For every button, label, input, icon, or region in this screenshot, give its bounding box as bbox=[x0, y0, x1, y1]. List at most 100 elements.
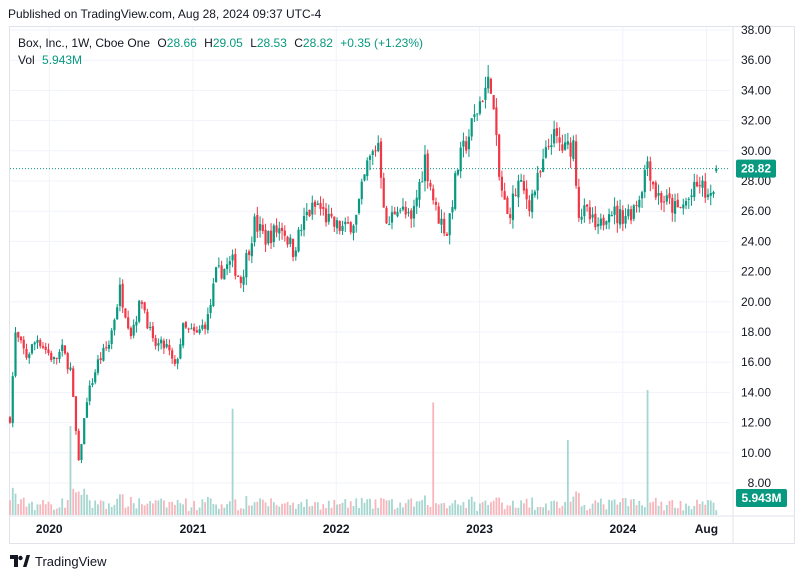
volume-bar bbox=[64, 507, 66, 515]
legend-vol-label: Vol bbox=[18, 53, 35, 67]
candle bbox=[234, 248, 237, 280]
candle-body bbox=[531, 193, 534, 213]
candle-body bbox=[198, 329, 201, 334]
volume-bar bbox=[462, 501, 465, 515]
candle-body bbox=[201, 325, 204, 329]
volume-bar bbox=[138, 498, 141, 515]
candle bbox=[253, 213, 256, 247]
volume-bar bbox=[613, 499, 616, 515]
candle bbox=[96, 354, 100, 376]
volume-bar bbox=[539, 506, 542, 515]
candle bbox=[544, 140, 547, 159]
candle bbox=[242, 269, 245, 292]
candle-body bbox=[149, 327, 152, 329]
candle bbox=[484, 76, 487, 109]
candle-body bbox=[709, 192, 712, 196]
volume-bar bbox=[440, 503, 443, 515]
candle bbox=[341, 220, 344, 235]
candle-body bbox=[509, 214, 512, 219]
volume-bar bbox=[149, 500, 152, 515]
candle-body bbox=[643, 169, 646, 193]
candle bbox=[487, 64, 490, 94]
volume-bar bbox=[643, 507, 646, 515]
candle bbox=[690, 188, 693, 206]
candle-body bbox=[223, 268, 226, 280]
volume-bar bbox=[305, 499, 308, 515]
candle-body bbox=[25, 348, 28, 358]
candle bbox=[80, 443, 83, 464]
volume-bar bbox=[371, 508, 374, 515]
candle bbox=[715, 165, 718, 173]
candle bbox=[25, 343, 28, 360]
candle-body bbox=[580, 216, 583, 220]
volume-bar bbox=[53, 509, 55, 515]
volume-bar bbox=[591, 503, 594, 515]
candle-body bbox=[316, 203, 319, 205]
volume-bar bbox=[31, 501, 33, 515]
price-axis[interactable]: 8.00 10.00 12.00 14.00 16.00 18.00 20.00 22.00 2… bbox=[732, 23, 771, 544]
candle bbox=[151, 321, 155, 342]
volume-bar bbox=[352, 506, 355, 515]
candle bbox=[225, 257, 229, 276]
y-tick-label: 22.00 bbox=[741, 265, 771, 279]
candle bbox=[66, 351, 69, 374]
volume-bar bbox=[465, 507, 468, 515]
candle-body bbox=[129, 327, 133, 337]
candle bbox=[421, 171, 424, 183]
candle-body bbox=[412, 206, 416, 219]
footer-brand: TradingView bbox=[35, 553, 107, 569]
candle bbox=[160, 336, 163, 350]
time-axis[interactable]: 2020 2021 2022 2023 2024 Aug bbox=[10, 515, 795, 536]
candle bbox=[14, 327, 17, 378]
candle-body bbox=[616, 205, 619, 224]
candle bbox=[206, 307, 209, 334]
candle bbox=[44, 342, 47, 354]
candle-body bbox=[682, 204, 685, 209]
legend-symbol[interactable]: Box, Inc., 1W, Cboe One bbox=[18, 36, 151, 50]
candle-body bbox=[242, 276, 245, 285]
tradingview-footer[interactable]: TradingView bbox=[10, 552, 107, 570]
y-tick-label: 38.00 bbox=[741, 23, 771, 37]
volume-bar bbox=[75, 492, 77, 515]
candle-body bbox=[693, 182, 696, 198]
volume-bar bbox=[424, 495, 426, 515]
volume-bar bbox=[344, 499, 347, 515]
chart-frame[interactable] bbox=[9, 26, 795, 544]
candle-body bbox=[566, 141, 569, 145]
candle bbox=[217, 257, 220, 269]
x-tick-label: 2024 bbox=[609, 522, 636, 536]
candle bbox=[275, 218, 278, 238]
volume-bar bbox=[173, 504, 176, 515]
candle bbox=[77, 428, 80, 462]
legend-high-label: H bbox=[204, 36, 213, 50]
volume-bar bbox=[152, 503, 154, 515]
candle bbox=[39, 338, 42, 349]
volume-bar bbox=[283, 503, 286, 515]
volume-bar bbox=[83, 488, 86, 515]
candle-body bbox=[575, 141, 578, 186]
candle-body bbox=[209, 304, 212, 313]
candle bbox=[572, 135, 575, 162]
candle bbox=[22, 336, 25, 355]
volume-bar bbox=[102, 501, 105, 515]
volume-bar bbox=[525, 498, 528, 515]
candle bbox=[693, 173, 696, 202]
candle bbox=[231, 249, 234, 268]
volume-bar bbox=[533, 510, 536, 515]
candle bbox=[11, 371, 14, 428]
candle-body bbox=[536, 172, 539, 191]
candle bbox=[607, 208, 611, 230]
candle-body bbox=[462, 140, 465, 147]
volume-bar bbox=[580, 506, 583, 515]
candle bbox=[605, 220, 608, 230]
volume-bar bbox=[391, 499, 393, 515]
volume-bar bbox=[77, 491, 80, 515]
candle bbox=[434, 197, 438, 211]
volume-bar bbox=[561, 505, 564, 515]
price-badge-background bbox=[736, 159, 776, 178]
volume-badge-label: 5.943M bbox=[741, 491, 781, 505]
candle-body bbox=[135, 321, 138, 326]
candle bbox=[138, 299, 141, 324]
candle-body bbox=[327, 213, 330, 222]
